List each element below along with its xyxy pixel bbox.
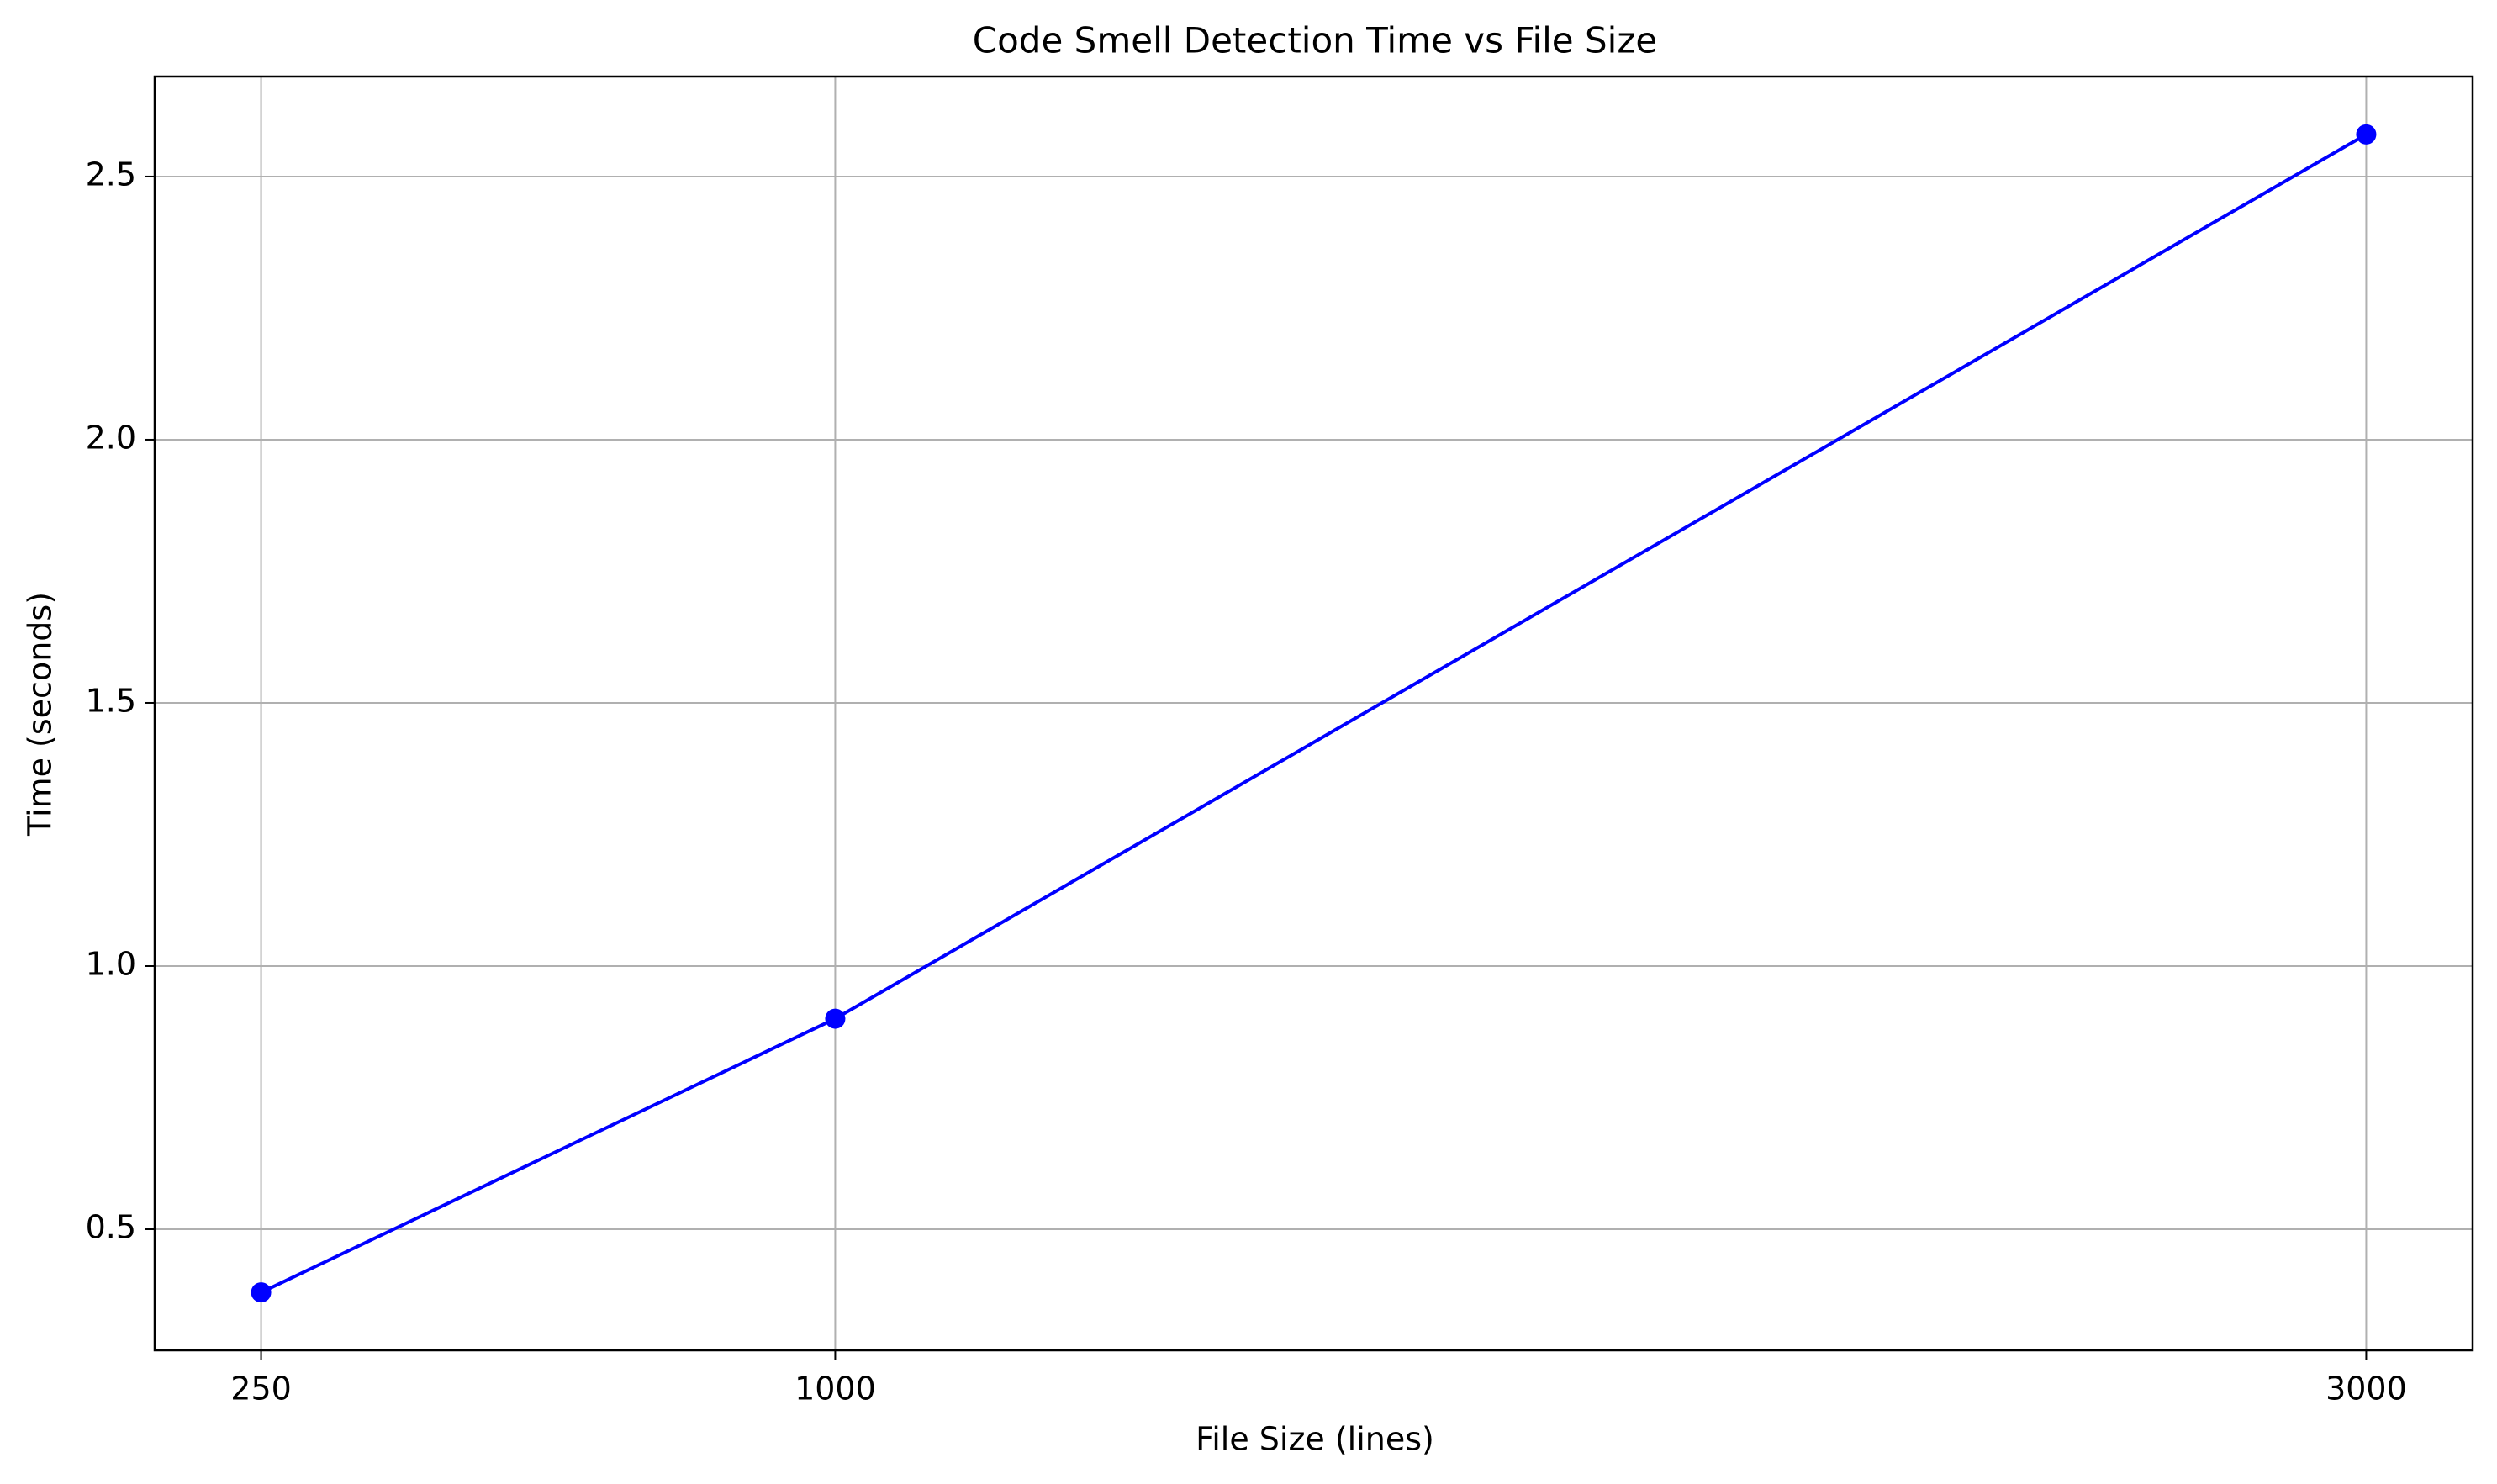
x-axis-label: File Size (lines)	[1196, 1421, 1434, 1458]
x-tick-label: 3000	[2325, 1370, 2407, 1407]
chart-title: Code Smell Detection Time vs File Size	[973, 20, 1657, 61]
data-point	[825, 1008, 846, 1029]
y-tick-label: 2.5	[86, 156, 136, 193]
y-tick-label: 2.0	[86, 419, 136, 456]
x-axis: 250 1000 3000	[230, 1350, 2407, 1407]
x-tick-label: 1000	[794, 1370, 876, 1407]
y-tick-label: 1.0	[86, 945, 136, 982]
x-tick-label: 250	[230, 1370, 292, 1407]
y-axis-label: Time (seconds)	[22, 592, 59, 837]
series-layer	[251, 124, 2377, 1303]
data-point	[2356, 124, 2377, 145]
grid	[155, 77, 2473, 1350]
data-point	[251, 1282, 272, 1303]
y-tick-label: 1.5	[86, 682, 136, 719]
plot-frame	[153, 75, 2474, 1352]
y-axis: 0.5 1.0 1.5 2.0 2.5	[86, 156, 155, 1246]
y-tick-label: 0.5	[86, 1209, 136, 1246]
